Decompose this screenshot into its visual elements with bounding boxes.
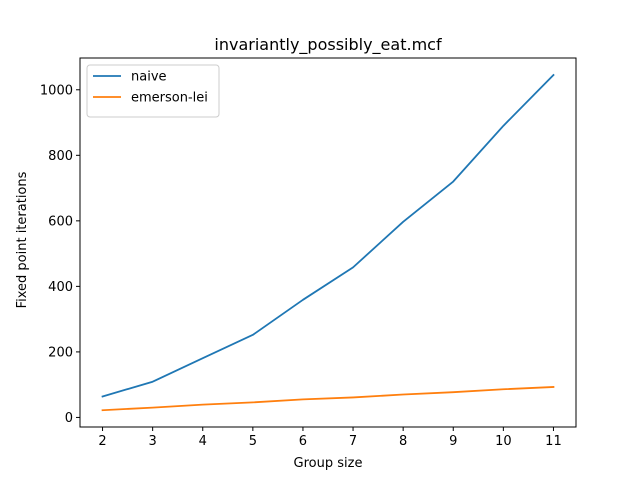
y-tick-label: 1000 <box>40 83 73 98</box>
plot-area <box>79 57 577 428</box>
x-axis-label: Group size <box>294 456 363 471</box>
y-tick-label: 400 <box>48 280 73 295</box>
series-line-0 <box>101 73 555 398</box>
x-tick-label: 7 <box>349 434 357 449</box>
chart-title: invariantly_possibly_eat.mcf <box>214 35 442 55</box>
y-axis: 0 200 400 600 800 1000 <box>40 83 80 426</box>
x-axis: 2 3 4 5 6 7 8 9 10 11 <box>98 427 562 449</box>
y-tick-label: 0 <box>65 411 73 426</box>
y-tick-label: 200 <box>48 345 73 360</box>
x-tick-label: 2 <box>98 434 106 449</box>
x-tick-label: 8 <box>399 434 407 449</box>
x-tick-label: 4 <box>199 434 207 449</box>
legend-label-1: emerson-lei <box>131 91 208 106</box>
y-tick-label: 600 <box>48 214 73 229</box>
x-tick-label: 3 <box>149 434 157 449</box>
x-tick-label: 9 <box>449 434 457 449</box>
series-line-1 <box>101 386 555 412</box>
series-layer <box>101 73 555 412</box>
plot-background <box>80 58 576 427</box>
y-axis-label: Fixed point iterations <box>15 171 30 308</box>
legend: naive emerson-lei <box>86 64 220 118</box>
legend-label-0: naive <box>131 70 167 85</box>
x-tick-label: 11 <box>545 434 562 449</box>
x-tick-label: 5 <box>249 434 257 449</box>
y-tick-label: 800 <box>48 149 73 164</box>
x-tick-label: 10 <box>495 434 512 449</box>
x-tick-label: 6 <box>299 434 307 449</box>
legend-box <box>86 64 220 118</box>
plot-frame <box>79 57 577 428</box>
